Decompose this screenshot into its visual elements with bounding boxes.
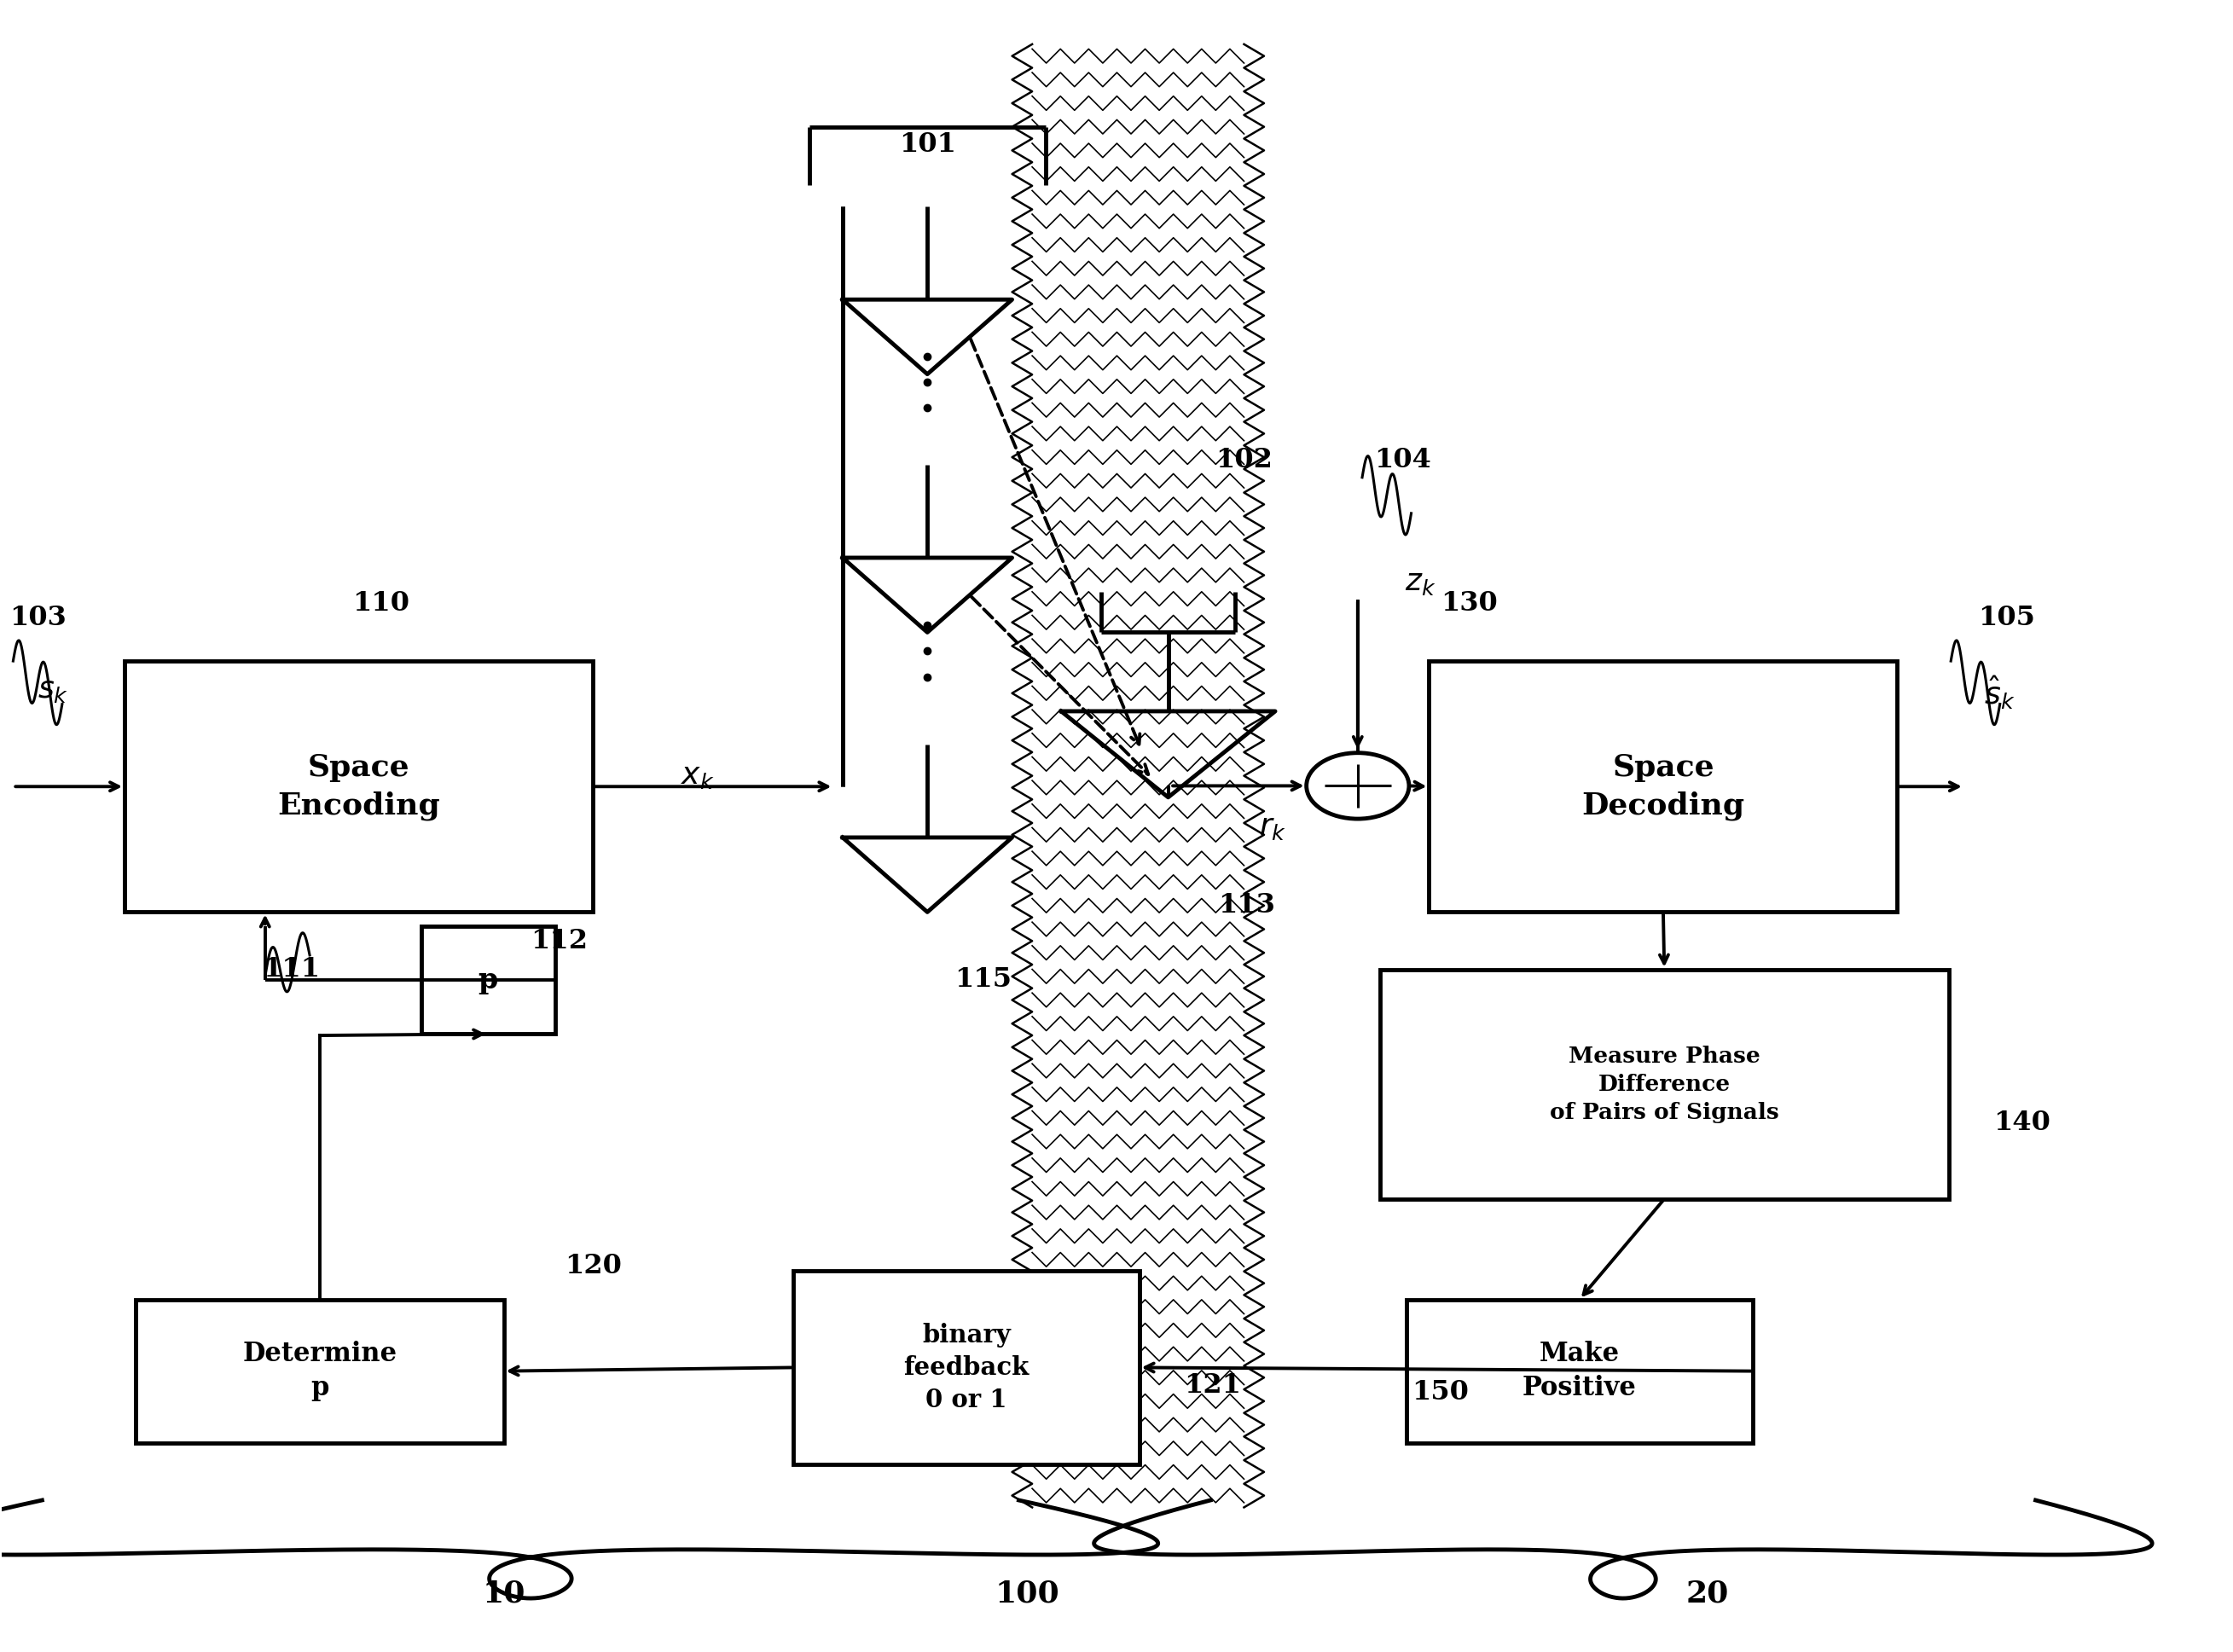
Text: $\hat{s}_k$: $\hat{s}_k$ xyxy=(1985,674,2016,710)
Text: $z_k$: $z_k$ xyxy=(1405,568,1436,596)
Text: 121: 121 xyxy=(1183,1373,1242,1399)
Text: 103: 103 xyxy=(9,605,67,631)
Text: 112: 112 xyxy=(531,927,587,953)
Text: Space
Decoding: Space Decoding xyxy=(1581,753,1744,821)
FancyBboxPatch shape xyxy=(125,661,594,912)
FancyBboxPatch shape xyxy=(1407,1300,1753,1442)
Text: 100: 100 xyxy=(996,1579,1061,1607)
Text: $x_k$: $x_k$ xyxy=(681,762,715,790)
FancyBboxPatch shape xyxy=(1380,970,1949,1199)
FancyBboxPatch shape xyxy=(793,1270,1139,1464)
Text: 150: 150 xyxy=(1411,1379,1469,1406)
Text: 120: 120 xyxy=(565,1254,621,1280)
Text: 115: 115 xyxy=(953,966,1012,993)
Text: 111: 111 xyxy=(263,957,322,983)
Text: 140: 140 xyxy=(1994,1110,2050,1137)
Text: 104: 104 xyxy=(1373,448,1431,474)
Text: Make
Positive: Make Positive xyxy=(1523,1340,1637,1401)
Text: 101: 101 xyxy=(898,132,956,159)
Text: Space
Encoding: Space Encoding xyxy=(277,753,440,821)
FancyBboxPatch shape xyxy=(422,927,556,1034)
Text: 105: 105 xyxy=(1978,605,2034,631)
Text: p: p xyxy=(478,966,498,995)
Text: 10: 10 xyxy=(482,1579,525,1607)
FancyBboxPatch shape xyxy=(136,1300,505,1442)
Text: $s_k$: $s_k$ xyxy=(38,676,69,704)
FancyBboxPatch shape xyxy=(1429,661,1898,912)
Text: Determine
p: Determine p xyxy=(243,1340,397,1401)
Text: 113: 113 xyxy=(1217,892,1275,919)
Text: binary
feedback
0 or 1: binary feedback 0 or 1 xyxy=(904,1323,1029,1412)
Text: 130: 130 xyxy=(1440,590,1498,616)
Text: Measure Phase
Difference
of Pairs of Signals: Measure Phase Difference of Pairs of Sig… xyxy=(1550,1046,1780,1123)
Text: $r_k$: $r_k$ xyxy=(1259,813,1286,843)
Text: 20: 20 xyxy=(1686,1579,1728,1607)
Text: 110: 110 xyxy=(353,590,409,616)
Text: 102: 102 xyxy=(1215,448,1273,474)
